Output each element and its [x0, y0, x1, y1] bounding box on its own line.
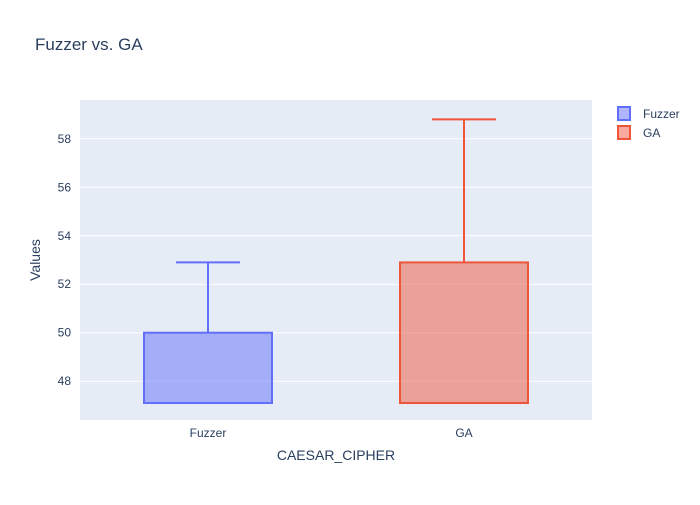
legend-item-ga[interactable]: GA — [617, 125, 660, 140]
legend-swatch — [617, 125, 631, 140]
legend-label: Fuzzer — [643, 107, 680, 121]
box-body — [143, 331, 273, 405]
y-tick-label: 56 — [58, 180, 72, 194]
y-tick-label: 58 — [58, 132, 72, 146]
box-fuzzer — [143, 261, 273, 405]
y-tick-label: 50 — [58, 326, 72, 340]
legend-swatch — [617, 106, 631, 121]
y-tick-labels: 48 50 52 54 56 58 — [58, 132, 72, 388]
boxes — [143, 118, 529, 405]
box-body — [399, 261, 529, 405]
chart-title: Fuzzer vs. GA — [35, 35, 143, 54]
y-tick-label: 54 — [58, 229, 72, 243]
x-tick-label: Fuzzer — [190, 426, 227, 440]
y-tick-label: 48 — [58, 374, 72, 388]
box-ga — [399, 118, 529, 405]
legend-item-fuzzer[interactable]: Fuzzer — [617, 106, 680, 121]
x-tick-label: GA — [455, 426, 472, 440]
y-axis-title: Values — [27, 239, 43, 281]
legend: Fuzzer GA — [617, 106, 680, 140]
x-axis-title: CAESAR_CIPHER — [277, 447, 395, 463]
y-tick-label: 52 — [58, 277, 72, 291]
legend-label: GA — [643, 126, 660, 140]
x-tick-labels: Fuzzer GA — [190, 426, 473, 440]
